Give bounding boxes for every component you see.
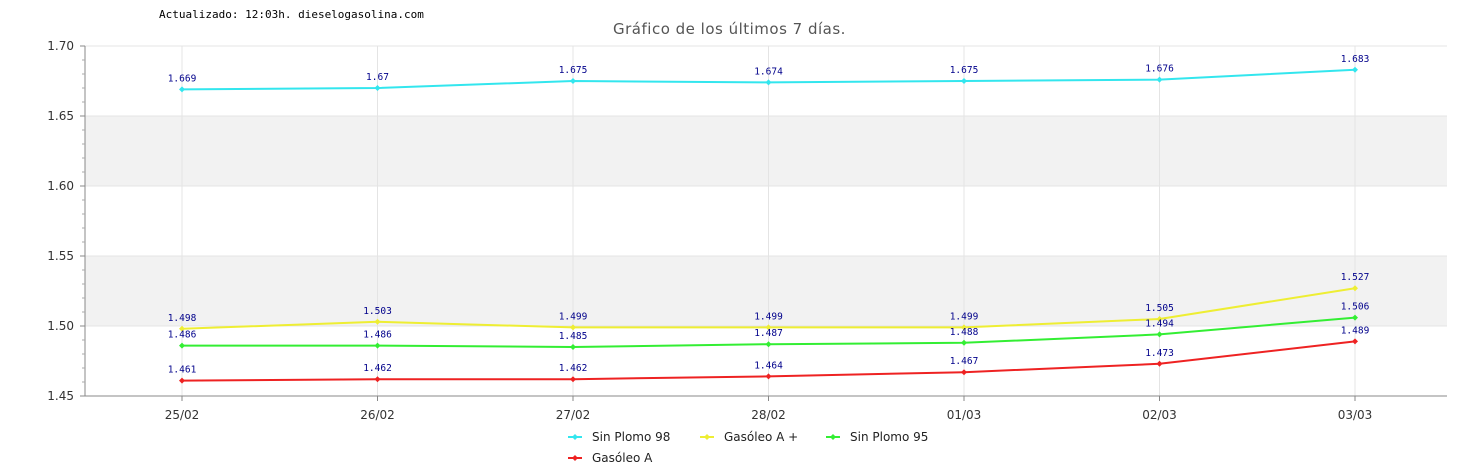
- data-label: 1.674: [754, 66, 783, 77]
- legend-item: Sin Plomo 98: [568, 430, 670, 444]
- data-label: 1.675: [559, 65, 588, 76]
- update-note: Actualizado: 12:03h. dieselogasolina.com: [159, 8, 424, 21]
- x-tick-label: 03/03: [1338, 408, 1373, 422]
- series-point: [765, 79, 772, 86]
- series-point: [179, 342, 185, 349]
- data-label: 1.505: [1145, 303, 1174, 314]
- data-label: 1.499: [559, 311, 588, 322]
- legend-marker: [704, 434, 710, 440]
- data-label: 1.473: [1145, 348, 1174, 359]
- legend-marker: [572, 434, 578, 440]
- series-point: [1352, 338, 1358, 345]
- x-tick-label: 02/03: [1142, 408, 1177, 422]
- data-label: 1.485: [559, 331, 588, 342]
- data-label: 1.462: [559, 363, 588, 374]
- legend-label: Gasóleo A +: [724, 430, 798, 444]
- data-label: 1.467: [950, 356, 979, 367]
- data-label: 1.489: [1341, 325, 1370, 336]
- series-point: [1156, 316, 1163, 322]
- legend-label: Gasóleo A: [592, 451, 653, 465]
- series-point: [961, 339, 967, 346]
- series-point: [374, 85, 381, 91]
- series-point: [1156, 76, 1163, 83]
- data-label: 1.67: [366, 72, 389, 83]
- series-point: [570, 324, 576, 331]
- legend-item: Gasóleo A +: [700, 430, 798, 444]
- y-tick-label: 1.60: [47, 179, 74, 193]
- series-point: [1352, 285, 1358, 292]
- x-tick-label: 01/03: [947, 408, 982, 422]
- series-point: [179, 377, 185, 384]
- series-point: [1352, 314, 1358, 321]
- data-label: 1.462: [363, 363, 392, 374]
- y-tick-label: 1.70: [47, 39, 74, 53]
- data-label: 1.499: [950, 311, 979, 322]
- data-label: 1.488: [950, 327, 979, 338]
- data-label: 1.487: [754, 328, 783, 339]
- data-label: 1.499: [754, 311, 783, 322]
- series-point: [374, 342, 381, 349]
- y-tick-label: 1.65: [47, 109, 74, 123]
- series-point: [1156, 360, 1163, 367]
- data-label: 1.503: [363, 306, 392, 317]
- data-label: 1.683: [1341, 54, 1370, 65]
- legend-marker: [572, 455, 578, 461]
- legend-label: Sin Plomo 98: [592, 430, 670, 444]
- series-point: [570, 78, 576, 84]
- data-label: 1.464: [754, 360, 783, 371]
- series-point: [1156, 331, 1163, 338]
- data-label: 1.494: [1145, 318, 1174, 329]
- data-label: 1.498: [168, 313, 197, 324]
- series-point: [1352, 66, 1358, 73]
- data-label: 1.486: [168, 330, 197, 341]
- legend-label: Sin Plomo 95: [850, 430, 928, 444]
- series-point: [374, 318, 381, 325]
- grid-band: [85, 116, 1447, 186]
- x-tick-label: 25/02: [165, 408, 200, 422]
- y-tick-label: 1.55: [47, 249, 74, 263]
- x-tick-label: 27/02: [556, 408, 591, 422]
- data-label: 1.486: [363, 330, 392, 341]
- legend-item: Sin Plomo 95: [826, 430, 928, 444]
- data-label: 1.461: [168, 365, 197, 376]
- series-point: [179, 325, 185, 332]
- series-point: [961, 324, 967, 331]
- series-point: [961, 369, 967, 376]
- y-tick-label: 1.50: [47, 319, 74, 333]
- data-label: 1.506: [1341, 302, 1370, 313]
- data-label: 1.527: [1341, 272, 1370, 283]
- data-label: 1.676: [1145, 64, 1174, 75]
- series-point: [570, 376, 576, 383]
- series-point: [765, 373, 772, 380]
- x-tick-label: 26/02: [360, 408, 395, 422]
- series-point: [570, 344, 576, 350]
- chart-title: Gráfico de los últimos 7 días.: [613, 20, 846, 38]
- grid-band: [85, 256, 1447, 326]
- series-point: [374, 376, 381, 383]
- legend-item: Gasóleo A: [568, 451, 653, 465]
- series-point: [765, 324, 772, 331]
- series-point: [765, 341, 772, 348]
- series-point: [179, 86, 185, 93]
- series-point: [961, 78, 967, 84]
- legend-marker: [830, 434, 836, 440]
- y-tick-label: 1.45: [47, 389, 74, 403]
- data-label: 1.669: [168, 73, 197, 84]
- x-tick-label: 28/02: [751, 408, 786, 422]
- data-label: 1.675: [950, 65, 979, 76]
